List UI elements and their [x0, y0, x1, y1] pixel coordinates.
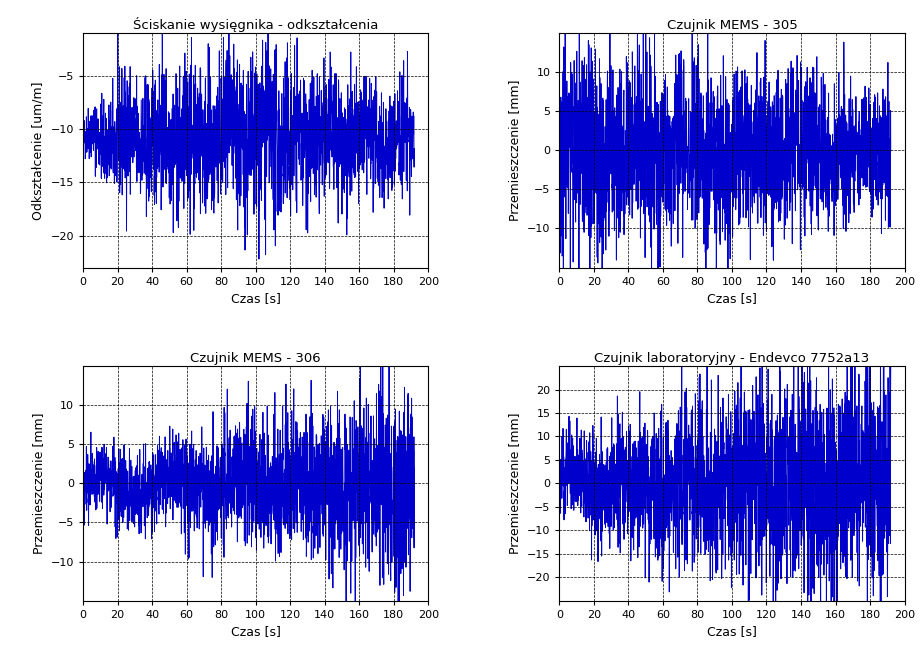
X-axis label: Czas [s]: Czas [s]	[707, 292, 757, 305]
Y-axis label: Przemieszczenie [mm]: Przemieszczenie [mm]	[509, 79, 521, 221]
Title: Czujnik MEMS - 305: Czujnik MEMS - 305	[666, 19, 797, 32]
Y-axis label: Przemieszczenie [mm]: Przemieszczenie [mm]	[32, 412, 45, 554]
X-axis label: Czas [s]: Czas [s]	[231, 292, 281, 305]
Title: Czujnik MEMS - 306: Czujnik MEMS - 306	[190, 352, 321, 365]
Title: Ściskanie wysięgnika - odkształcenia: Ściskanie wysięgnika - odkształcenia	[133, 17, 378, 32]
Y-axis label: Przemieszczenie [mm]: Przemieszczenie [mm]	[509, 412, 521, 554]
X-axis label: Czas [s]: Czas [s]	[707, 625, 757, 638]
X-axis label: Czas [s]: Czas [s]	[231, 625, 281, 638]
Y-axis label: Odkształcenie [um/m]: Odkształcenie [um/m]	[32, 81, 45, 220]
Title: Czujnik laboratoryjny - Endevco 7752a13: Czujnik laboratoryjny - Endevco 7752a13	[594, 352, 869, 365]
